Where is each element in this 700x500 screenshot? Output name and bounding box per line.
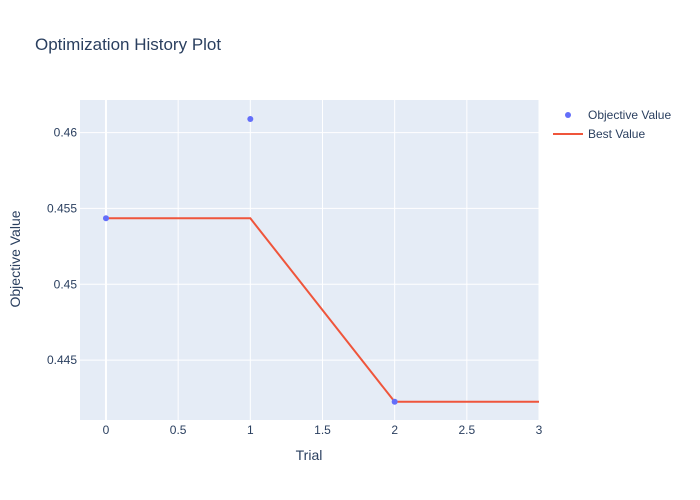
y-tick-label: 0.445: [47, 353, 77, 367]
best-value-line: [105, 217, 539, 403]
grid-lines: [80, 100, 540, 420]
series-layer: [102, 115, 539, 405]
x-tick-label: 0.5: [170, 423, 187, 437]
legend-marker-objective-value: [565, 112, 571, 118]
legend-item[interactable]: Objective Value: [565, 108, 671, 122]
x-tick-label: 2.5: [458, 423, 475, 437]
legend-label: Best Value: [588, 127, 645, 141]
plot-area: [80, 100, 539, 420]
x-tick-label: 2: [391, 423, 398, 437]
legend-label: Objective Value: [588, 108, 671, 122]
y-tick-label: 0.45: [54, 277, 78, 291]
objective-value-point[interactable]: [391, 398, 398, 405]
x-tick-label: 1: [247, 423, 254, 437]
x-tick-label: 0: [103, 423, 110, 437]
x-tick-label: 1.5: [314, 423, 331, 437]
axis-ticks: 0 0.5 1 1.5 2 2.5 3 0.445 0.45 0.455 0.46: [47, 126, 543, 437]
x-axis-label: Trial: [296, 447, 323, 463]
y-tick-label: 0.455: [47, 201, 77, 215]
objective-value-point[interactable]: [102, 215, 109, 222]
objective-value-point[interactable]: [247, 115, 254, 122]
legend-item[interactable]: Best Value: [553, 127, 645, 141]
chart-title: Optimization History Plot: [35, 35, 221, 54]
x-tick-label: 3: [536, 423, 543, 437]
y-tick-label: 0.46: [54, 126, 78, 140]
legend[interactable]: Objective Value Best Value: [553, 108, 671, 141]
y-axis-label: Objective Value: [7, 210, 23, 307]
